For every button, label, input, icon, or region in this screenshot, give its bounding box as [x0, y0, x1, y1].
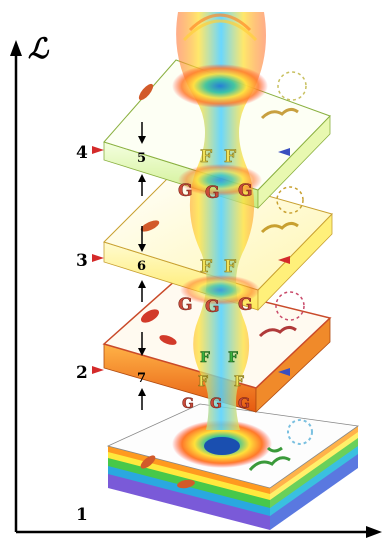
level-3-pointer	[92, 254, 104, 262]
level-2-pointer	[92, 366, 104, 374]
level-markers: 4 3 2 1	[76, 143, 290, 525]
letter-lower-1: G	[178, 295, 193, 315]
y-axis-arrowhead	[10, 40, 22, 56]
axes: ℒ	[10, 32, 382, 538]
level-marker-2: 2	[76, 363, 88, 383]
letter-bottom-1: F	[200, 350, 210, 366]
y-axis-symbol: ℒ	[28, 32, 50, 65]
slab-level-1	[106, 403, 360, 530]
letter-middle-1: F	[200, 257, 212, 277]
letter-bottom-4: F	[234, 374, 244, 390]
letter-top-1: F	[200, 147, 212, 167]
letter-top-2: F	[224, 147, 236, 167]
letter-middle-2: F	[224, 257, 236, 277]
level-marker-3: 3	[76, 251, 88, 271]
vortex-top	[172, 64, 268, 108]
level-marker-4: 4	[76, 143, 88, 163]
organelle-mitochondrion	[140, 455, 156, 469]
letter-lower-2: G	[205, 297, 220, 317]
letter-lower-3: G	[238, 295, 253, 315]
letter-bottom-3: F	[198, 374, 208, 390]
letter-bottom-7: G	[238, 396, 250, 412]
energy-beam	[172, 12, 268, 430]
level-2-bar-number: 7	[137, 371, 146, 386]
level-3-bar-number: 6	[137, 259, 146, 274]
level-4-pointer	[92, 146, 104, 154]
level-marker-1: 1	[76, 505, 88, 525]
letter-bottom-5: G	[182, 396, 194, 412]
letter-upper-1: G	[178, 181, 193, 201]
x-axis-arrowhead	[366, 526, 382, 538]
organelle-er	[248, 456, 291, 471]
letter-upper-2: G	[205, 183, 220, 203]
level-4-bar-number: 5	[137, 151, 146, 166]
letter-bottom-2: F	[228, 350, 238, 366]
beam-letters: F F G G G F F G G G F F F F G G G	[178, 147, 253, 413]
letter-upper-3: G	[238, 181, 253, 201]
letter-bottom-6: G	[210, 396, 222, 412]
organelle-golgi	[287, 419, 313, 445]
